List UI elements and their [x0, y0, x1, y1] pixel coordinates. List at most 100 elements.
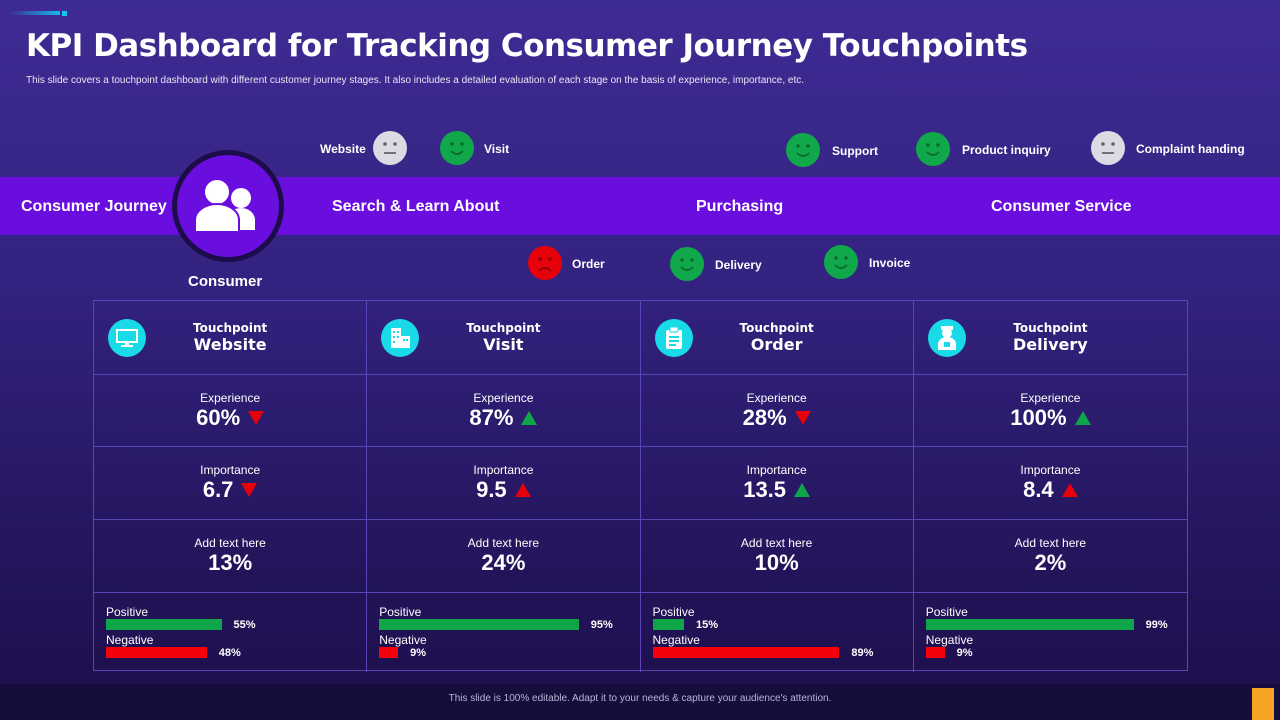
extra-value: 24%	[481, 550, 526, 575]
negative-bar	[925, 647, 945, 658]
importance-value: 9.5	[476, 477, 507, 502]
importance-label: Importance	[200, 463, 261, 477]
positive-bar	[379, 619, 579, 630]
negative-value: 48%	[218, 646, 241, 659]
touchpoint-name: Delivery	[1013, 335, 1088, 354]
touchpoint-name: Visit	[483, 335, 524, 354]
happy-face-icon	[440, 131, 474, 165]
positive-value: 55%	[233, 618, 256, 631]
sentiment-label: Product inquiry	[962, 143, 1051, 157]
footer-bar	[0, 684, 1280, 720]
page-subtitle: This slide covers a touchpoint dashboard…	[26, 75, 805, 86]
sentiment-bars-cell: Positive 15% Negative 89%	[641, 593, 914, 672]
trend-up-icon	[1074, 410, 1091, 425]
orange-marker	[1252, 688, 1274, 720]
importance-label: Importance	[473, 463, 534, 477]
experience-cell: Experience 87%	[367, 375, 641, 447]
extra-metric-cell: Add text here 13%	[94, 520, 368, 593]
trend-up-icon	[514, 483, 531, 497]
journey-label: Consumer Journey	[21, 198, 167, 215]
happy-face-icon	[670, 247, 704, 281]
positive-bar	[652, 619, 684, 630]
negative-value: 89%	[851, 646, 874, 659]
stage-purchasing: Purchasing	[696, 198, 784, 215]
negative-label: Negative	[379, 632, 427, 647]
touchpoint-heading: Touchpoint	[739, 321, 814, 335]
positive-value: 99%	[1145, 618, 1168, 631]
positive-label: Positive	[652, 604, 695, 619]
extra-metric-cell: Add text here 10%	[640, 520, 914, 593]
importance-cell: Importance 9.5	[367, 447, 641, 520]
positive-bar	[106, 619, 222, 630]
happy-face-icon	[824, 245, 858, 279]
sentiment-label: Complaint handing	[1136, 142, 1245, 156]
sentiment-label: Website	[320, 142, 366, 156]
sentiment-label: Invoice	[869, 256, 911, 270]
positive-value: 95%	[590, 618, 613, 631]
experience-value: 100%	[1010, 404, 1067, 430]
sentiment-label: Support	[832, 144, 878, 158]
experience-cell: Experience 60%	[94, 375, 368, 447]
happy-face-icon	[786, 133, 820, 167]
trend-up-icon	[521, 410, 538, 425]
experience-label: Experience	[1020, 390, 1081, 405]
happy-face-icon	[916, 132, 950, 166]
negative-bar	[106, 647, 207, 658]
experience-value: 87%	[469, 404, 514, 430]
touchpoint-header: Touchpoint Order	[640, 301, 914, 375]
delivery-person-icon	[927, 319, 966, 357]
footer-text: This slide is 100% editable. Adapt it to…	[448, 693, 832, 704]
extra-metric-cell: Add text here 2%	[913, 520, 1187, 593]
touchpoint-name: Website	[193, 335, 267, 354]
sentiment-label: Order	[572, 257, 605, 271]
extra-label: Add text here	[740, 536, 813, 550]
touchpoint-name: Order	[750, 335, 803, 354]
positive-bar	[925, 619, 1134, 630]
trend-up-icon	[794, 483, 811, 497]
neutral-face-icon	[373, 131, 407, 165]
importance-value: 13.5	[743, 477, 787, 502]
importance-label: Importance	[1020, 463, 1081, 477]
trend-down-icon	[241, 483, 258, 497]
touchpoint-grid: Touchpoint Website Experience 60% Importance…	[93, 300, 1188, 672]
clipboard-icon	[654, 319, 693, 357]
accent-bar	[8, 11, 60, 15]
touchpoint-header: Touchpoint Delivery	[913, 301, 1187, 375]
touchpoint-header: Touchpoint Visit	[367, 301, 641, 375]
experience-label: Experience	[473, 390, 534, 405]
negative-value: 9%	[956, 646, 973, 659]
monitor-icon	[108, 319, 146, 357]
positive-label: Positive	[925, 604, 968, 619]
accent-square	[62, 11, 67, 16]
extra-metric-cell: Add text here 24%	[367, 520, 641, 593]
positive-label: Positive	[106, 604, 149, 619]
users-icon	[194, 180, 255, 233]
extra-label: Add text here	[1014, 536, 1087, 550]
negative-label: Negative	[652, 632, 700, 647]
consumer-avatar	[172, 150, 284, 262]
extra-label: Add text here	[194, 536, 266, 550]
sentiment-bars-cell: Positive 99% Negative 9%	[914, 593, 1187, 672]
sentiment-label: Delivery	[715, 258, 762, 272]
importance-cell: Importance 13.5	[640, 447, 914, 520]
experience-value: 28%	[742, 404, 787, 430]
experience-label: Experience	[746, 390, 807, 405]
experience-value: 60%	[196, 404, 241, 430]
importance-value: 6.7	[202, 477, 234, 502]
touchpoint-header: Touchpoint Website	[94, 301, 368, 375]
touchpoint-heading: Touchpoint	[192, 321, 268, 335]
sentiment-label: Visit	[484, 142, 510, 156]
experience-label: Experience	[200, 390, 261, 405]
stage-service: Consumer Service	[991, 198, 1132, 215]
importance-cell: Importance 8.4	[913, 447, 1187, 520]
touchpoint-heading: Touchpoint	[466, 321, 541, 335]
sentiment-bars-cell: Positive 55% Negative 48%	[94, 593, 368, 672]
importance-value: 8.4	[1023, 477, 1054, 502]
experience-cell: Experience 100%	[913, 375, 1187, 447]
importance-cell: Importance 6.7	[94, 447, 368, 520]
touchpoint-heading: Touchpoint	[1013, 321, 1088, 335]
trend-down-icon	[794, 410, 811, 425]
trend-up-icon	[1061, 483, 1078, 497]
negative-value: 9%	[410, 646, 427, 659]
importance-label: Importance	[746, 463, 807, 477]
